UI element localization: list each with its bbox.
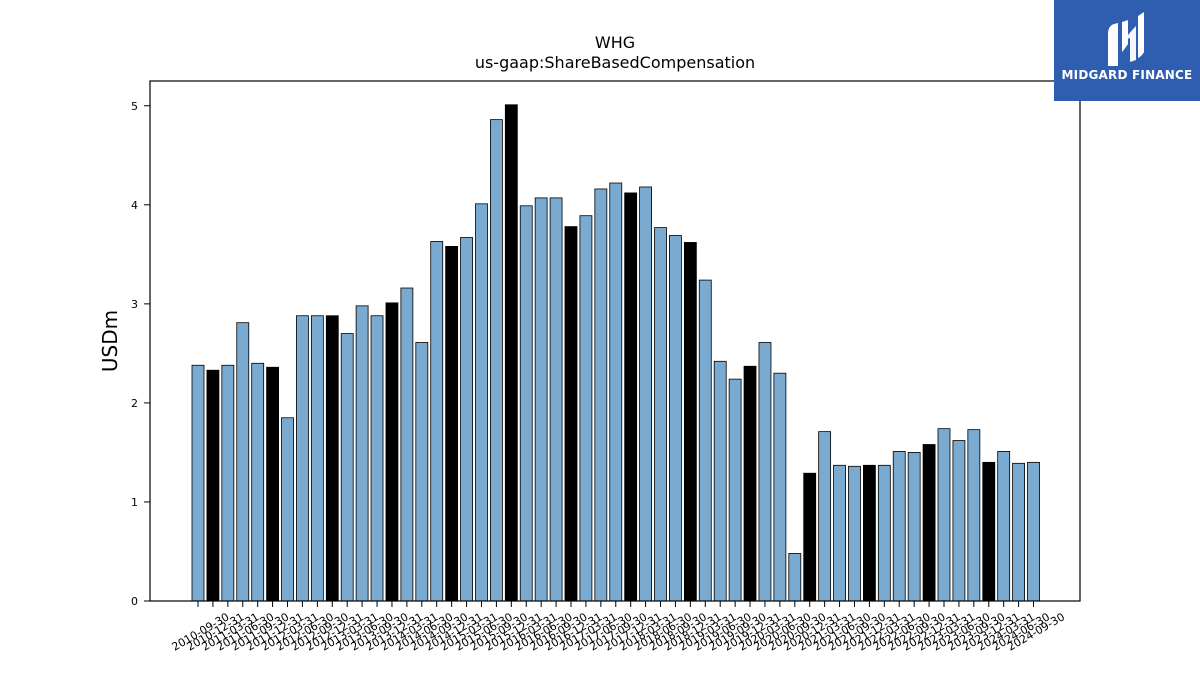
bar-2012-12-31 (325, 315, 339, 602)
bar-2011-12-31 (266, 366, 280, 602)
bar-2024-03-31 (997, 451, 1011, 602)
bar-2012-06-30 (296, 315, 309, 602)
brand-logo: MIDGARD FINANCE (1054, 0, 1200, 101)
bar-2017-09-30 (609, 182, 623, 602)
bar-2011-06-30 (236, 322, 250, 602)
y-tick-label: 5 (131, 100, 138, 113)
bar-2020-09-30 (788, 553, 802, 602)
chart-subtitle: us-gaap:ShareBasedCompensation (475, 53, 755, 72)
bar-2015-09-30 (489, 119, 503, 602)
bar-2014-12-31 (445, 246, 459, 602)
bar-2023-12-31 (982, 461, 996, 602)
bar-2021-03-31 (818, 431, 832, 602)
bar-2019-12-31 (743, 365, 757, 602)
bar-2013-12-31 (385, 302, 399, 602)
bar-2019-06-30 (713, 360, 727, 602)
bar-2021-09-30 (848, 465, 861, 602)
y-axis-label: USDm (98, 310, 122, 372)
plot-frame (149, 80, 1081, 602)
bar-2020-12-31 (803, 472, 817, 602)
bar-2016-09-30 (549, 197, 563, 602)
bar-2018-09-30 (669, 235, 682, 602)
bar-2022-06-30 (892, 451, 906, 602)
y-tick-label: 0 (131, 595, 138, 608)
bar-2022-12-31 (922, 444, 936, 602)
bar-2018-06-30 (654, 227, 667, 602)
bar-2016-12-31 (564, 226, 578, 602)
bar-2019-03-31 (698, 279, 712, 602)
bar-2020-03-31 (758, 342, 772, 602)
bar-2016-03-31 (519, 205, 533, 602)
bar-2023-06-30 (952, 440, 966, 602)
brand-name: MIDGARD FINANCE (1061, 68, 1193, 82)
bar-2022-03-31 (877, 464, 891, 602)
bar-2016-06-30 (534, 197, 548, 602)
y-tick-label: 4 (131, 199, 138, 212)
bar-2021-12-31 (863, 464, 876, 602)
bar-2014-03-31 (400, 287, 414, 602)
bar-2014-06-30 (415, 342, 429, 602)
bar-2015-03-31 (460, 237, 473, 602)
bar-2023-09-30 (967, 429, 981, 602)
bar-2018-03-31 (639, 186, 652, 602)
bar-2021-06-30 (833, 464, 846, 602)
bar-2020-06-30 (773, 372, 787, 602)
bar-2012-09-30 (310, 315, 324, 602)
y-tick-label: 2 (131, 397, 138, 410)
bar-2013-03-31 (340, 333, 354, 602)
bar-2022-09-30 (907, 452, 921, 602)
y-axis: 0 1 2 3 4 5 (131, 100, 150, 608)
bar-2013-09-30 (370, 315, 384, 602)
bar-2017-06-30 (594, 188, 608, 602)
y-tick-label: 3 (131, 298, 138, 311)
chart-title: WHG (595, 33, 635, 52)
bar-2018-12-31 (683, 242, 697, 602)
bar-2011-03-31 (221, 364, 235, 602)
bar-2010-09-30 (191, 364, 205, 602)
midgard-m-logo-icon (1108, 12, 1144, 66)
bar-2015-12-31 (504, 104, 518, 602)
bar-2023-03-31 (937, 428, 951, 602)
bar-2019-09-30 (728, 378, 742, 602)
bar-2017-12-31 (624, 192, 638, 602)
x-axis: 2010-09-302010-12-312011-03-312011-06-30… (170, 601, 1067, 654)
y-tick-label: 1 (131, 496, 138, 509)
bar-2024-06-30 (1012, 462, 1025, 602)
bar-2014-09-30 (430, 241, 444, 602)
bar-2017-03-31 (579, 215, 593, 602)
bar-2024-09-30 (1027, 461, 1040, 602)
bar-series (191, 104, 1040, 602)
bar-2011-09-30 (251, 362, 265, 602)
bar-2013-06-30 (355, 305, 369, 602)
bar-2012-03-31 (281, 417, 294, 602)
bar-2010-12-31 (206, 369, 220, 602)
bar-2015-06-30 (475, 203, 488, 602)
